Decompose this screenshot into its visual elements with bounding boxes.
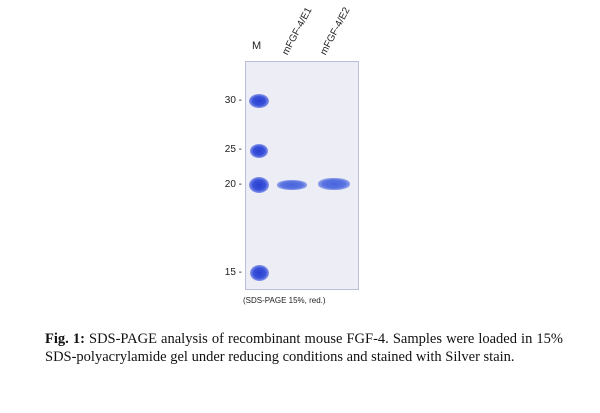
- mw-label-30: 30 -: [224, 95, 242, 106]
- mw-label-15: 15 -: [224, 267, 242, 278]
- mw-label-25: 25 -: [224, 144, 242, 155]
- marker-band-25: [250, 144, 268, 158]
- caption-prefix: Fig. 1:: [45, 331, 85, 347]
- marker-band-20: [249, 177, 269, 193]
- sample-band-e2: [318, 178, 350, 190]
- mw-label-20: 20 -: [224, 179, 242, 190]
- gel-image: [245, 61, 359, 290]
- lane-label-e2: mFGF-4/E2: [318, 5, 353, 57]
- marker-band-30: [249, 94, 269, 108]
- lane-label-e1: mFGF-4/E1: [280, 5, 315, 57]
- figure-caption: Fig. 1: SDS-PAGE analysis of recombinant…: [45, 330, 563, 366]
- marker-lane-label: M: [252, 40, 262, 52]
- caption-text: SDS-PAGE analysis of recombinant mouse F…: [45, 331, 563, 365]
- gel-note: (SDS-PAGE 15%, red.): [243, 296, 326, 305]
- marker-band-15: [250, 265, 269, 281]
- sample-band-e1: [277, 180, 307, 190]
